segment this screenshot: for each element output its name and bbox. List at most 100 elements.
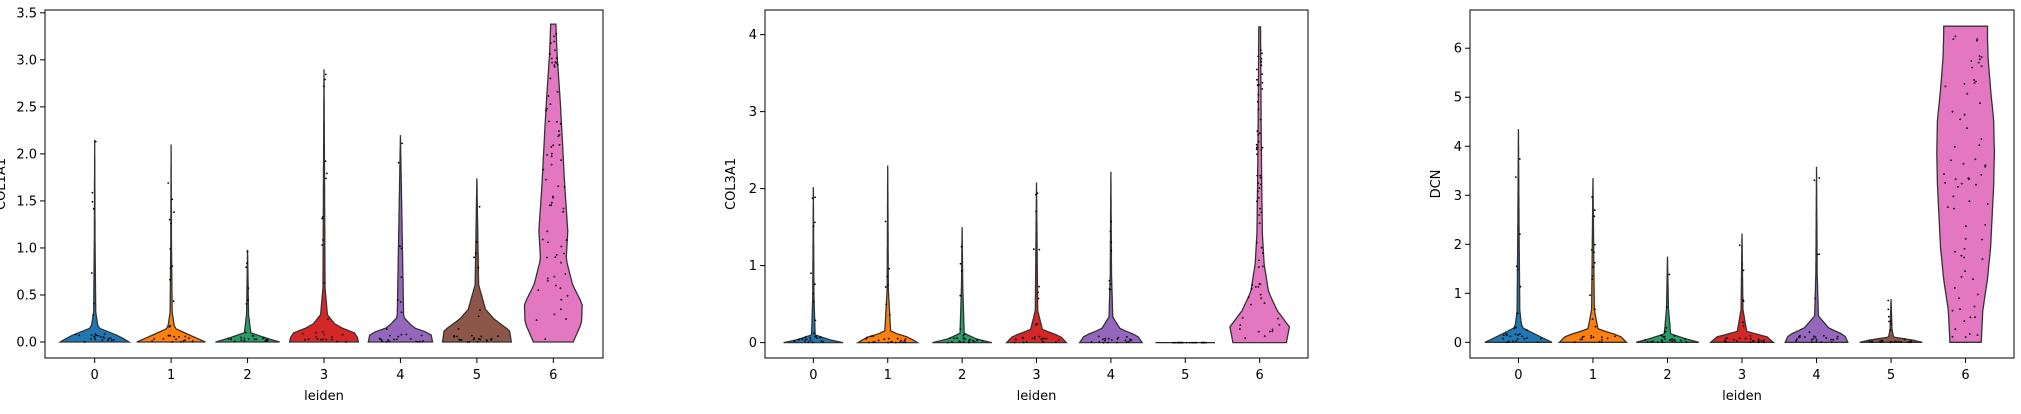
- data-point: [1188, 341, 1191, 344]
- data-point: [1820, 341, 1823, 344]
- data-point: [1895, 340, 1898, 343]
- data-point: [405, 333, 408, 336]
- data-point: [304, 338, 306, 341]
- data-point: [1973, 305, 1976, 308]
- data-point: [1971, 66, 1973, 69]
- data-point: [1256, 78, 1258, 81]
- data-point: [1239, 328, 1241, 330]
- x-tick-label: 3: [320, 368, 328, 383]
- data-point: [550, 201, 553, 204]
- x-tick-label: 4: [1107, 368, 1115, 383]
- data-point: [550, 155, 553, 158]
- data-point: [1581, 338, 1583, 341]
- data-point: [1975, 183, 1977, 186]
- data-point: [1954, 250, 1956, 253]
- data-point: [107, 339, 109, 341]
- data-point: [1257, 196, 1260, 199]
- data-point: [550, 146, 553, 148]
- violin-body: [855, 165, 920, 344]
- data-point: [560, 308, 562, 311]
- data-point: [179, 341, 182, 343]
- data-point: [1968, 333, 1971, 335]
- data-point: [804, 339, 806, 342]
- data-point: [265, 339, 268, 341]
- data-point: [884, 286, 887, 288]
- data-point: [244, 331, 247, 334]
- data-point: [552, 144, 555, 147]
- violin-body: [783, 187, 844, 344]
- data-point: [1263, 335, 1266, 337]
- violin-body: [1078, 171, 1144, 344]
- data-point: [1042, 337, 1044, 340]
- data-point: [400, 247, 403, 250]
- data-point: [1258, 282, 1261, 285]
- data-point: [1816, 253, 1819, 256]
- data-point: [809, 336, 812, 339]
- data-point: [320, 338, 322, 341]
- data-point: [552, 196, 555, 199]
- data-point: [1669, 338, 1672, 341]
- data-point: [151, 340, 154, 342]
- data-point: [1742, 269, 1745, 272]
- data-point: [169, 334, 172, 337]
- data-point: [1967, 177, 1970, 180]
- data-point: [477, 315, 480, 318]
- y-tick-label: 6: [1454, 42, 1462, 57]
- data-point: [1255, 241, 1258, 244]
- data-point: [1257, 330, 1260, 333]
- data-point: [976, 339, 978, 342]
- data-point: [904, 341, 907, 344]
- y-tick-label: 2.5: [16, 100, 37, 115]
- data-point: [178, 336, 180, 338]
- data-point: [1260, 183, 1262, 186]
- data-point: [1038, 248, 1041, 251]
- data-point: [1033, 336, 1036, 338]
- data-point: [1879, 340, 1881, 343]
- x-tick-label: 0: [91, 368, 99, 383]
- data-point: [1822, 334, 1825, 337]
- data-point: [93, 302, 95, 305]
- data-point: [1128, 340, 1130, 343]
- data-point: [555, 254, 558, 256]
- data-point: [1107, 337, 1110, 340]
- data-point: [1042, 341, 1044, 343]
- data-point: [1950, 159, 1952, 162]
- data-point: [324, 73, 327, 76]
- data-point: [1724, 341, 1727, 343]
- data-point: [93, 335, 95, 338]
- data-point: [1646, 341, 1649, 343]
- data-point: [107, 337, 110, 340]
- data-point: [1957, 186, 1959, 188]
- violin-body: [1557, 178, 1629, 343]
- data-point: [551, 61, 553, 64]
- data-point: [1126, 336, 1128, 338]
- data-point: [1102, 341, 1105, 344]
- violin-body: [57, 139, 132, 343]
- data-point: [904, 338, 907, 340]
- data-point: [553, 275, 556, 278]
- data-point: [1258, 132, 1261, 135]
- data-point: [1661, 341, 1664, 343]
- data-point: [1960, 182, 1963, 185]
- data-point: [1680, 339, 1682, 342]
- data-point: [396, 299, 399, 301]
- data-point: [870, 335, 873, 338]
- y-tick-label: 3.0: [16, 53, 37, 68]
- violin-body: [1229, 26, 1291, 344]
- data-point: [92, 314, 95, 316]
- data-point: [542, 168, 545, 171]
- data-point: [546, 230, 549, 233]
- data-point: [109, 337, 112, 339]
- data-point: [814, 319, 817, 322]
- data-point: [1665, 327, 1668, 329]
- data-point: [1055, 341, 1057, 344]
- data-point: [497, 335, 499, 337]
- data-point: [385, 328, 388, 330]
- data-point: [1037, 297, 1040, 300]
- data-point: [1978, 58, 1981, 61]
- data-point: [1177, 341, 1180, 344]
- data-point: [545, 178, 547, 181]
- data-point: [1260, 246, 1263, 249]
- data-point: [959, 262, 962, 265]
- data-point: [1965, 225, 1967, 228]
